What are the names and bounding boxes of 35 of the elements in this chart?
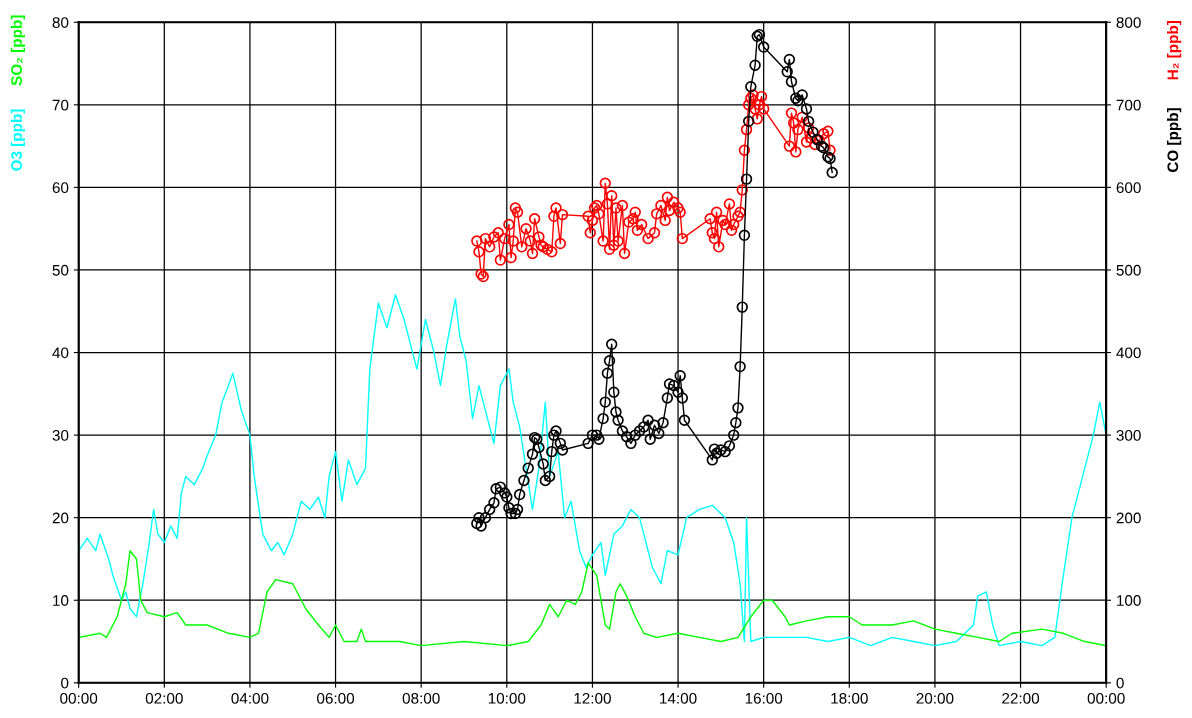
- y2-tick-label: 100: [1117, 595, 1141, 606]
- y2-tick-label: 600: [1116, 182, 1141, 194]
- y-tick-label: 80: [52, 17, 69, 28]
- x-tick-label: 12:00: [574, 692, 611, 704]
- y2-tick-label: 0: [1116, 677, 1124, 689]
- x-tick-label: 08:00: [402, 692, 440, 704]
- x-tick-label: 00:00: [1087, 692, 1125, 704]
- y-tick-label: 30: [52, 429, 69, 441]
- y-tick-label: 0: [61, 677, 69, 689]
- text: CO [ppb]: [1167, 108, 1182, 173]
- y2-tick-label: 300: [1116, 429, 1141, 441]
- y-tick-label: 40: [52, 347, 69, 359]
- y-tick-label: 20: [52, 512, 69, 524]
- x-tick-label: 22:00: [1002, 692, 1040, 704]
- x-tick-label: 02:00: [145, 692, 183, 704]
- y2-tick-label: 800: [1116, 17, 1141, 28]
- y-tick-label: 70: [52, 99, 69, 111]
- y-tick-label: 60: [52, 182, 69, 194]
- text: H₂ [ppb]: [1167, 21, 1182, 80]
- x-tick-label: 10:00: [488, 692, 526, 704]
- y2-tick-label: 400: [1116, 347, 1141, 359]
- text: SO₂ [ppb]: [10, 15, 25, 86]
- y2-tick-label: 700: [1116, 99, 1141, 111]
- x-tick-label: 06:00: [317, 692, 355, 704]
- y-tick-label: 50: [52, 264, 69, 276]
- text: O3 [ppb]: [10, 109, 25, 171]
- x-tick-label: 20:00: [916, 692, 954, 704]
- x-tick-label: 04:00: [231, 692, 269, 704]
- y-tick-label: 10: [53, 595, 69, 606]
- x-tick-label: 18:00: [831, 692, 868, 704]
- y2-tick-label: 500: [1116, 264, 1141, 276]
- x-tick-label: 00:00: [60, 692, 98, 704]
- y2-tick-label: 200: [1116, 512, 1141, 524]
- x-tick-label: 16:00: [745, 692, 783, 704]
- x-tick-label: 14:00: [660, 692, 697, 704]
